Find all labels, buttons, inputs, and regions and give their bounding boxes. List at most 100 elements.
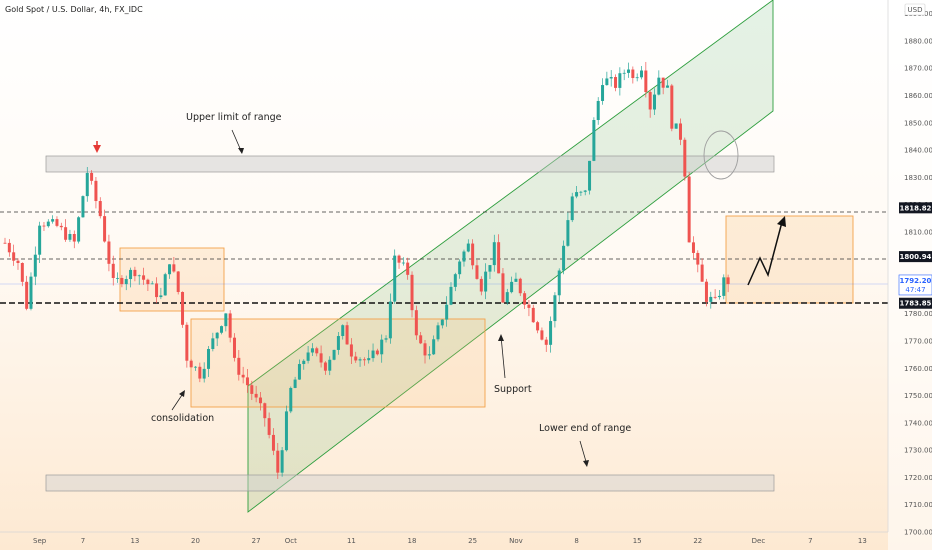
candle [510,276,514,294]
candle [618,67,622,96]
candle [514,272,518,282]
candle [245,368,249,393]
candle [544,336,548,352]
candle [103,209,107,243]
candle [328,356,332,376]
candle [722,274,726,300]
candle [133,266,137,282]
candle [462,249,466,267]
candle [661,77,665,95]
candle [185,322,189,368]
candle [267,412,271,439]
currency-badge[interactable] [904,3,926,16]
candle [406,257,410,280]
target-box [725,215,854,304]
candle [726,274,730,293]
svg-text:1800.94: 1800.94 [900,253,932,261]
y-tick-label: 1870.00 [904,65,932,73]
y-tick-label: 1780.00 [904,310,932,318]
candle [120,275,124,288]
candle [323,361,327,375]
x-tick-label: 22 [693,537,702,545]
candle [280,446,284,477]
candle [168,264,172,279]
candle [358,357,362,367]
lower-range-zone [45,474,775,492]
candle [72,230,76,249]
candle [137,274,141,285]
candle [116,272,120,283]
candle [371,343,375,362]
candle [211,332,215,352]
candle [436,322,440,342]
candle [562,240,566,275]
candle [51,215,55,224]
candle [657,70,661,96]
candle [427,346,431,360]
svg-text:1792.20: 1792.20 [900,277,932,285]
candle [414,305,418,340]
candle [540,327,544,341]
candle [445,296,449,327]
candle [665,79,669,88]
y-tick-label: 1770.00 [904,338,932,346]
candle [29,272,33,311]
candle [90,170,94,185]
x-tick-label: 27 [252,537,261,545]
svg-text:47:47: 47:47 [905,286,925,294]
x-tick-label: 13 [858,537,867,545]
candle [631,66,635,84]
candle [475,259,479,280]
upper-label-arrowhead [238,148,244,154]
support-arrow [500,335,506,379]
candle [315,346,319,357]
x-tick-label: 18 [408,537,417,545]
candle [648,89,652,118]
candle [380,334,384,363]
candle [20,262,24,287]
candle [271,428,275,456]
candle [3,237,7,244]
candle [471,239,475,270]
candle [111,255,115,286]
candle [596,97,600,125]
y-tick-label: 1840.00 [904,147,932,155]
consolidation-arrowhead [179,390,185,397]
x-tick-label: Dec [752,537,766,545]
candle [713,289,717,300]
candle [163,272,167,296]
y-tick-label: 1850.00 [904,119,932,127]
candle [700,258,704,282]
upper-range-zone [45,155,775,173]
candle [497,234,501,274]
candle [479,276,483,296]
candle [635,73,639,82]
consolidation-label: consolidation [151,413,214,424]
candle [310,343,314,356]
candle [614,74,618,92]
candle [449,282,453,306]
candle [523,290,527,309]
candle [527,300,531,317]
candle [678,118,682,146]
candle [94,177,98,209]
x-tick-label: Oct [285,537,297,545]
svg-text:1818.82: 1818.82 [900,204,932,212]
candle [202,362,206,383]
price-level-tag: 1800.94 [899,251,932,263]
candle [388,293,392,344]
candle [107,234,111,272]
candle [159,287,163,300]
candle [458,259,462,279]
y-tick-label: 1730.00 [904,447,932,455]
consolidation-box-1 [119,247,225,312]
x-tick-label: 15 [633,537,642,545]
candle [258,391,262,411]
candle [81,195,85,218]
candle [172,256,176,273]
projected-path [747,221,783,286]
candle [640,65,644,80]
candle [484,263,488,300]
x-tick-label: 20 [191,537,200,545]
candle [12,244,16,266]
